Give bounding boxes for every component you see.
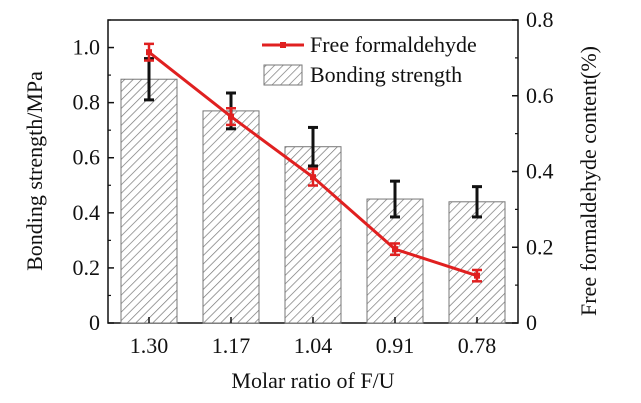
formaldehyde-point <box>392 246 398 253</box>
x-tick-label: 0.91 <box>376 333 415 358</box>
bars-layer <box>120 78 506 324</box>
right-tick-label: 0.2 <box>526 234 554 259</box>
x-axis-title: Molar ratio of F/U <box>231 368 394 393</box>
left-tick-label: 0.2 <box>73 255 101 280</box>
x-axis: 1.30 1.17 1.04 0.91 0.78 <box>130 317 497 358</box>
formaldehyde-point <box>474 272 480 279</box>
left-tick-label: 0.6 <box>73 145 101 170</box>
left-tick-label: 0.8 <box>73 90 101 115</box>
right-tick-label: 0.6 <box>526 83 554 108</box>
legend-line-point <box>280 42 286 48</box>
bar <box>448 201 506 324</box>
left-tick-label: 0.4 <box>73 200 101 225</box>
legend-bar-swatch <box>263 64 303 86</box>
left-tick-label: 1.0 <box>73 35 101 60</box>
right-tick-label: 0.8 <box>526 7 554 32</box>
right-axis-title: Free formaldehyde content(%) <box>576 46 601 316</box>
left-tick-label: 0 <box>89 310 100 335</box>
right-axis: 0 0.2 0.4 0.6 0.8 <box>512 7 554 335</box>
line-layer <box>144 42 482 283</box>
bar <box>366 198 424 324</box>
right-tick-label: 0 <box>526 310 537 335</box>
x-tick-label: 1.30 <box>130 333 169 358</box>
formaldehyde-point <box>310 174 316 181</box>
formaldehyde-point <box>228 113 234 120</box>
legend-label-formaldehyde: Free formaldehyde <box>310 32 477 57</box>
x-tick-label: 0.78 <box>458 333 497 358</box>
right-tick-label: 0.4 <box>526 159 554 184</box>
x-tick-label: 1.04 <box>294 333 333 358</box>
legend-label-bonding: Bonding strength <box>310 62 462 87</box>
bar <box>120 78 178 324</box>
bar <box>202 110 260 324</box>
legend: Free formaldehyde Bonding strength <box>262 32 477 87</box>
formaldehyde-point <box>146 49 152 56</box>
left-axis: 0 0.2 0.4 0.6 0.8 1.0 <box>73 19 114 335</box>
left-axis-title: Bonding strength/MPa <box>22 71 47 271</box>
x-tick-label: 1.17 <box>212 333 251 358</box>
